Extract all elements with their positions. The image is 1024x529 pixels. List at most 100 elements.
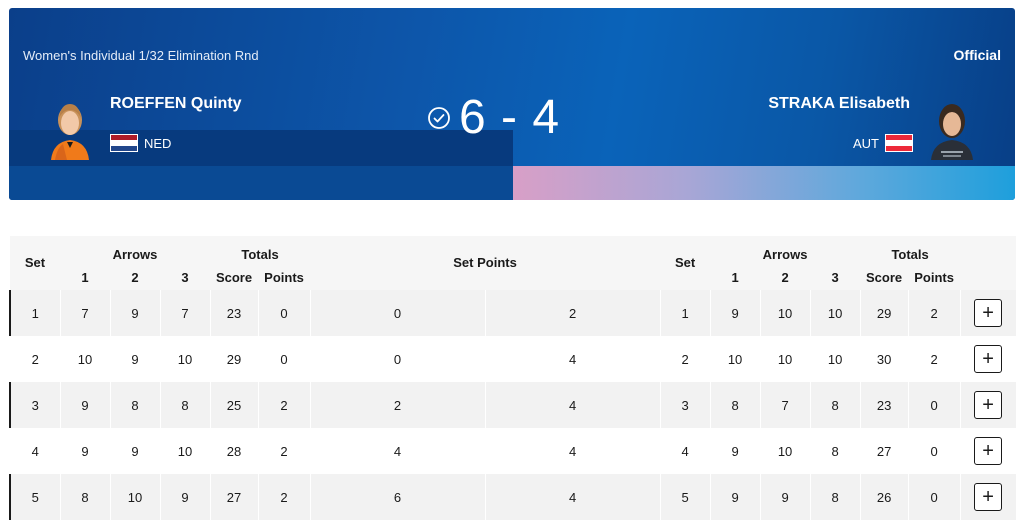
cell-arrow-1-right: 8 xyxy=(710,382,761,428)
cell-points-right: 0 xyxy=(908,474,961,520)
cell-arrow-3-left: 10 xyxy=(160,336,211,382)
header-arrow-3-left: 3 xyxy=(181,269,189,285)
cell-arrow-2-right: 10 xyxy=(760,428,811,474)
cell-arrow-2-right: 10 xyxy=(760,290,811,336)
plus-icon[interactable]: + xyxy=(974,391,1003,419)
cell-set-points-right: 2 xyxy=(485,290,661,336)
cell-set-points-right: 4 xyxy=(485,474,661,520)
cell-points-right: 0 xyxy=(908,428,961,474)
plus-icon[interactable]: + xyxy=(974,345,1003,373)
match-status: Official xyxy=(953,47,1001,63)
cell-expand: + xyxy=(960,336,1017,382)
cell-set-points-left: 0 xyxy=(310,336,486,382)
header-arrows-right: Arrows xyxy=(762,247,808,262)
cell-arrow-1-right: 9 xyxy=(710,474,761,520)
cell-arrow-3-left: 7 xyxy=(160,290,211,336)
athlete-country-right: AUT xyxy=(853,134,913,152)
athlete-name-right[interactable]: STRAKA Elisabeth xyxy=(768,95,910,112)
cell-score-left: 27 xyxy=(210,474,259,520)
cell-arrow-2-right: 9 xyxy=(760,474,811,520)
cell-arrow-3-left: 9 xyxy=(160,474,211,520)
cell-set-right: 1 xyxy=(660,290,711,336)
cell-arrow-3-right: 8 xyxy=(810,382,861,428)
cell-set-points-right: 4 xyxy=(485,428,661,474)
cell-set-right: 5 xyxy=(660,474,711,520)
cell-arrow-3-left: 10 xyxy=(160,428,211,474)
header-totals-right: Totals xyxy=(891,247,929,262)
table-row: 4 9 9 10 28 2 4 4 4 9 10 8 27 0 + xyxy=(10,428,1017,474)
header-points-left: Points xyxy=(264,269,304,285)
austria-flag-icon xyxy=(885,134,913,152)
cell-arrow-2-left: 9 xyxy=(110,290,161,336)
cell-set-left: 3 xyxy=(9,382,61,428)
header-score-right: Score xyxy=(866,269,903,285)
plus-icon[interactable]: + xyxy=(974,437,1003,465)
cell-score-right: 29 xyxy=(860,290,909,336)
header-arrows-left: Arrows xyxy=(112,247,158,262)
cell-set-left: 2 xyxy=(10,336,61,382)
header-arrow-1-right: 1 xyxy=(731,269,739,285)
cell-arrow-3-right: 10 xyxy=(810,336,861,382)
cell-arrow-2-left: 9 xyxy=(110,428,161,474)
cell-arrow-2-left: 8 xyxy=(110,382,161,428)
plus-icon[interactable]: + xyxy=(974,299,1003,327)
header-arrow-3-right: 3 xyxy=(831,269,839,285)
cell-set-left: 1 xyxy=(9,290,61,336)
cell-expand: + xyxy=(960,382,1017,428)
cell-score-left: 23 xyxy=(210,290,259,336)
cell-arrow-3-right: 10 xyxy=(810,290,861,336)
cell-score-left: 25 xyxy=(210,382,259,428)
cell-points-right: 2 xyxy=(908,336,961,382)
cell-set-points-left: 0 xyxy=(310,290,486,336)
cell-set-points-left: 4 xyxy=(310,428,486,474)
cell-points-left: 2 xyxy=(258,474,311,520)
cell-score-left: 28 xyxy=(210,428,259,474)
netherlands-flag-icon xyxy=(110,134,138,152)
cell-arrow-3-right: 8 xyxy=(810,474,861,520)
cell-points-left: 0 xyxy=(258,290,311,336)
cell-set-right: 4 xyxy=(660,428,711,474)
cell-points-right: 0 xyxy=(908,382,961,428)
athlete-photo-right xyxy=(923,96,981,160)
cell-set-left: 4 xyxy=(10,428,61,474)
cell-set-right: 3 xyxy=(660,382,711,428)
cell-arrow-1-left: 7 xyxy=(60,290,111,336)
cell-set-points-left: 6 xyxy=(310,474,486,520)
athlete-country-left: NED xyxy=(110,134,171,152)
header-totals-left: Totals xyxy=(241,247,279,262)
header-set-points: Set Points xyxy=(453,254,517,270)
cell-set-right: 2 xyxy=(660,336,711,382)
cell-set-points-right: 4 xyxy=(485,382,661,428)
cell-arrow-1-left: 8 xyxy=(60,474,111,520)
cell-points-left: 0 xyxy=(258,336,311,382)
header-bottom-band-left xyxy=(9,166,513,200)
cell-set-points-right: 4 xyxy=(485,336,661,382)
athlete-name-left[interactable]: ROEFFEN Quinty xyxy=(110,95,242,112)
cell-arrow-1-left: 10 xyxy=(60,336,111,382)
round-label: Women's Individual 1/32 Elimination Rnd xyxy=(23,48,259,63)
cell-expand: + xyxy=(960,428,1017,474)
plus-icon[interactable]: + xyxy=(974,483,1003,511)
header-arrow-2-left: 2 xyxy=(131,269,139,285)
cell-arrow-1-right: 10 xyxy=(710,336,761,382)
match-score: 6 - 4 xyxy=(427,90,560,145)
cell-arrow-2-right: 10 xyxy=(760,336,811,382)
cell-arrow-3-left: 8 xyxy=(160,382,211,428)
header-arrow-2-right: 2 xyxy=(781,269,789,285)
cell-points-left: 2 xyxy=(258,382,311,428)
header-set-right: Set xyxy=(674,254,696,270)
cell-arrow-2-left: 9 xyxy=(110,336,161,382)
cell-expand: + xyxy=(960,474,1017,520)
header-bottom-band-right xyxy=(513,166,1015,200)
cell-score-right: 30 xyxy=(860,336,909,382)
left-athlete-band xyxy=(9,130,513,166)
header-expand xyxy=(960,236,1016,290)
header-set-left: Set xyxy=(24,254,46,270)
match-header-card: Women's Individual 1/32 Elimination Rnd … xyxy=(9,8,1015,200)
cell-set-points-left: 2 xyxy=(310,382,486,428)
cell-arrow-1-left: 9 xyxy=(60,382,111,428)
table-row: 1 7 9 7 23 0 0 2 1 9 10 10 29 2 + xyxy=(9,290,1017,336)
cell-score-right: 23 xyxy=(860,382,909,428)
cell-points-right: 2 xyxy=(908,290,961,336)
cell-arrow-2-left: 10 xyxy=(110,474,161,520)
